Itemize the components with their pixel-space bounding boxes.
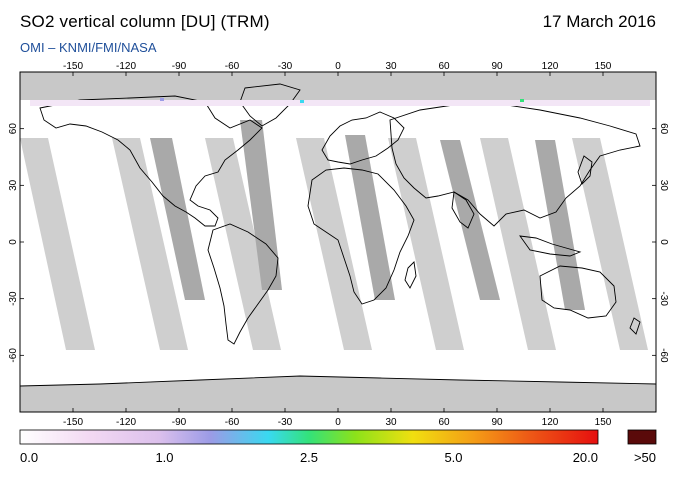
lon-tick-label: -60 (225, 61, 240, 72)
lat-tick-label: -30 (658, 291, 669, 306)
lat-tick-label: 60 (658, 123, 669, 135)
lon-tick-label: -30 (278, 61, 293, 72)
colorbar-overflow-label: >50 (634, 450, 656, 465)
colorbar-label: 0.0 (20, 450, 38, 465)
colorbar-gradient (19, 429, 599, 445)
swath-gap-dark (440, 140, 500, 300)
lon-tick-label: 90 (491, 61, 503, 72)
swath-gap-dark (240, 120, 282, 290)
swath-gap (572, 138, 648, 350)
lat-tick-label: 0 (8, 239, 19, 245)
swath-gap (480, 138, 556, 350)
lat-tick-label: -60 (8, 348, 19, 363)
lat-tick-label: -30 (8, 291, 19, 306)
arctic-noise (30, 98, 650, 106)
greenland-coast (239, 83, 301, 127)
indonesia-coast (519, 235, 582, 257)
longitude-ticks-top: -150 -120 -90 -60 -30 0 30 60 90 120 150 (63, 61, 612, 76)
colorbar: 0.0 1.0 2.5 5.0 20.0 >50 (19, 429, 657, 465)
map-date: 17 March 2016 (542, 12, 656, 31)
lon-tick-label: -90 (172, 61, 187, 72)
antarctica-nodata (20, 376, 656, 392)
lon-tick-label: -90 (172, 417, 187, 428)
asia-coast (389, 103, 641, 227)
coastlines (20, 83, 656, 387)
swath-gap (112, 138, 188, 350)
lat-tick-label: 30 (658, 180, 669, 192)
latitude-ticks-right: 60 30 0 -30 -60 (652, 123, 669, 363)
lon-tick-label: 30 (385, 61, 397, 72)
swath-gap-dark (345, 135, 395, 300)
map-plot-area (20, 72, 656, 412)
lon-tick-label: 120 (542, 61, 559, 72)
longitude-ticks-bottom: -150 -120 -90 -60 -30 0 30 60 90 120 150 (63, 408, 612, 428)
europe-coast (321, 111, 405, 165)
lon-tick-label: 120 (542, 417, 559, 428)
swath-gaps (20, 138, 648, 350)
colorbar-overflow-swatch (627, 429, 657, 445)
lon-tick-label: -30 (278, 417, 293, 428)
swath-gap (20, 138, 95, 350)
data-source-credit: OMI – KNMI/FMI/NASA (20, 40, 157, 55)
australia-coast (539, 265, 617, 319)
lon-tick-label: 0 (335, 417, 341, 428)
lon-tick-label: 60 (438, 61, 450, 72)
swath-gap (388, 138, 464, 350)
colorbar-label: 20.0 (573, 450, 598, 465)
south-america-coast (207, 223, 279, 345)
colorbar-label: 1.0 (155, 450, 173, 465)
swath-gap (205, 138, 281, 350)
africa-coast (307, 167, 415, 305)
antarctica-coast (20, 375, 656, 387)
lon-tick-label: 0 (335, 61, 341, 72)
madagascar-coast (404, 261, 417, 289)
lon-tick-label: 30 (385, 417, 397, 428)
lat-tick-label: 60 (8, 123, 19, 135)
swath-gap (296, 138, 372, 350)
map-title: SO2 vertical column [DU] (TRM) (20, 12, 270, 31)
lon-tick-label: -120 (116, 417, 136, 428)
north-polar-nodata (20, 72, 656, 100)
lon-tick-label: -150 (63, 417, 83, 428)
swath-gap-dark (150, 138, 205, 300)
lat-tick-label: 30 (8, 179, 19, 191)
lat-tick-label: 0 (658, 239, 669, 245)
lon-tick-label: -150 (63, 61, 83, 72)
colorbar-label: 2.5 (300, 450, 318, 465)
south-polar-nodata (20, 390, 656, 412)
lon-tick-label: 150 (595, 417, 612, 428)
swath-gaps-dark (150, 120, 585, 310)
lon-tick-label: -120 (116, 61, 136, 72)
lon-tick-label: -60 (225, 417, 240, 428)
japan-coast (577, 155, 593, 185)
lon-tick-label: 90 (491, 417, 503, 428)
latitude-ticks-left: 60 30 0 -30 -60 (8, 123, 24, 363)
north-america-coast (39, 95, 263, 227)
lon-tick-label: 60 (438, 417, 450, 428)
new-zealand-coast (629, 317, 641, 335)
lat-tick-label: -60 (658, 348, 669, 363)
lon-tick-label: 150 (595, 61, 612, 72)
colorbar-label: 5.0 (444, 450, 462, 465)
indian-subcontinent-coast (451, 191, 475, 229)
